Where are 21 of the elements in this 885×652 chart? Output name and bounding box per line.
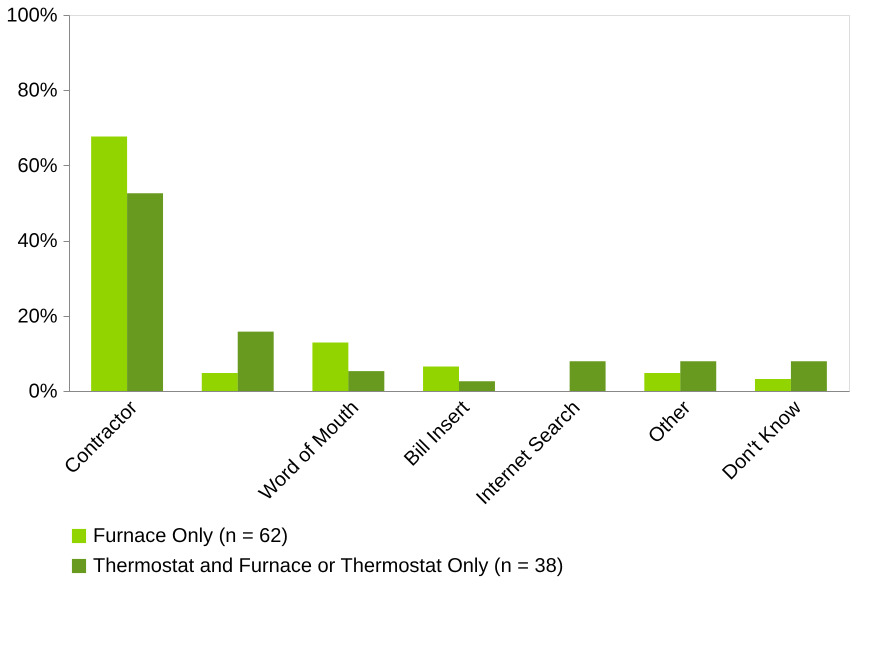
y-tick-label: 80% (17, 80, 58, 102)
bar (238, 332, 274, 391)
bar (348, 371, 384, 391)
bar (423, 366, 459, 391)
bar (790, 361, 827, 391)
bar (754, 378, 791, 391)
legend-label: Furnace Only (n = 62) (93, 525, 288, 547)
bar (202, 372, 238, 391)
bar (127, 193, 164, 391)
y-tick-label: 100% (6, 4, 58, 26)
bar (459, 381, 495, 391)
y-tick-label: 20% (17, 305, 58, 328)
y-tick-label: 0% (28, 380, 58, 402)
bar (91, 136, 128, 391)
y-tick-label: 40% (17, 230, 58, 252)
bar (680, 361, 716, 391)
y-tick-label: 60% (17, 154, 58, 177)
legend-label: Thermostat and Furnace or Thermostat Only (n = 38) (93, 555, 564, 577)
bar (644, 372, 680, 391)
bar (312, 342, 348, 391)
bar (570, 361, 606, 391)
